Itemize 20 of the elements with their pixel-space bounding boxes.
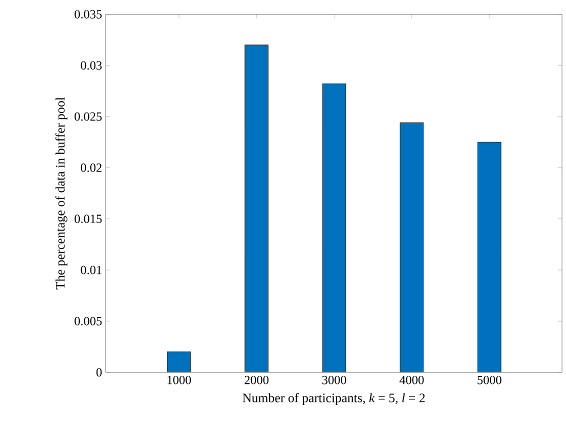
y-tick-label: 0.025 [74,112,102,121]
y-tick-label: 0.035 [74,10,102,19]
y-tick-label: 0.005 [74,316,102,326]
x-tick-label: 1000 [168,376,191,384]
y-tick-label: 0.03 [80,61,102,70]
bar [477,142,502,372]
y-tick-label: 0.015 [74,214,102,224]
x-tick-label: 3000 [322,376,346,384]
x-tick-label: 5000 [478,376,502,384]
x-axis-title: Number of participants, k = 5, l = 2 [242,393,425,405]
y-axis-title: The percentage of data in buffer pool [55,97,68,290]
bar [167,352,191,372]
y-tick-label: 0.01 [80,266,102,274]
y-tick-label: 0 [96,368,102,377]
y-tick-label: 0.02 [80,164,102,172]
x-tick-label: 2000 [244,376,269,384]
bar [322,84,346,372]
bar [244,44,269,372]
bar [400,122,424,372]
x-tick-label: 4000 [400,376,424,384]
